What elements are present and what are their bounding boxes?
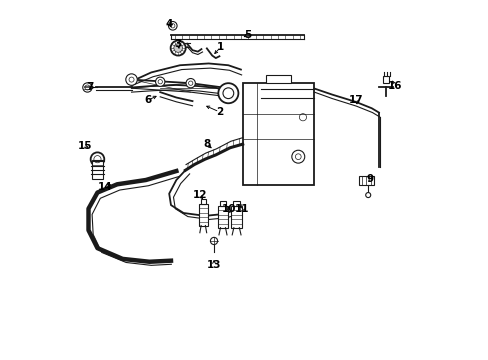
Text: 11: 11 bbox=[234, 204, 248, 215]
Bar bbox=[231, 206, 242, 228]
Text: 12: 12 bbox=[192, 190, 206, 200]
Circle shape bbox=[155, 77, 164, 86]
Bar bbox=[359, 176, 373, 185]
Bar bbox=[201, 199, 205, 204]
Bar bbox=[265, 75, 290, 83]
Text: 16: 16 bbox=[387, 81, 402, 91]
Circle shape bbox=[174, 44, 182, 52]
Bar bbox=[92, 160, 103, 179]
Bar bbox=[218, 206, 227, 228]
Text: 2: 2 bbox=[215, 107, 223, 117]
Text: 10: 10 bbox=[221, 204, 236, 215]
Text: 5: 5 bbox=[244, 30, 251, 40]
Circle shape bbox=[168, 22, 177, 30]
Text: 4: 4 bbox=[165, 19, 173, 29]
Circle shape bbox=[85, 85, 90, 90]
Circle shape bbox=[210, 237, 217, 244]
Bar bbox=[220, 201, 225, 206]
Text: 9: 9 bbox=[366, 174, 373, 184]
Circle shape bbox=[90, 152, 104, 166]
Circle shape bbox=[170, 41, 185, 55]
Circle shape bbox=[125, 74, 137, 85]
Text: 17: 17 bbox=[347, 95, 362, 105]
Text: 6: 6 bbox=[144, 95, 151, 105]
Text: 8: 8 bbox=[203, 139, 210, 149]
Text: 7: 7 bbox=[86, 82, 94, 93]
Circle shape bbox=[365, 193, 370, 198]
Circle shape bbox=[218, 83, 238, 103]
Text: 1: 1 bbox=[216, 42, 224, 52]
Text: 13: 13 bbox=[206, 260, 221, 270]
Bar bbox=[242, 83, 314, 185]
Text: 14: 14 bbox=[98, 182, 112, 192]
Bar bbox=[382, 76, 388, 83]
Circle shape bbox=[82, 83, 92, 92]
Bar bbox=[199, 204, 207, 226]
Text: 15: 15 bbox=[78, 141, 92, 151]
Circle shape bbox=[185, 78, 195, 88]
Bar bbox=[233, 201, 239, 206]
Text: 3: 3 bbox=[174, 40, 182, 49]
